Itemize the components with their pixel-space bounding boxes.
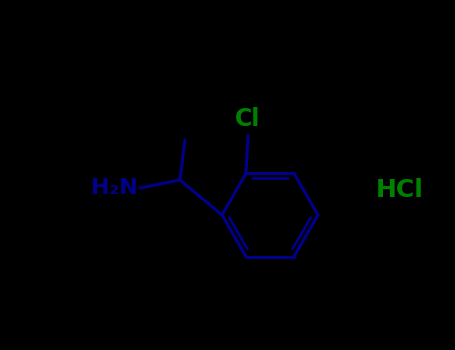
Text: HCl: HCl	[376, 178, 424, 202]
Text: Cl: Cl	[235, 107, 261, 132]
Text: H₂N: H₂N	[91, 178, 138, 198]
